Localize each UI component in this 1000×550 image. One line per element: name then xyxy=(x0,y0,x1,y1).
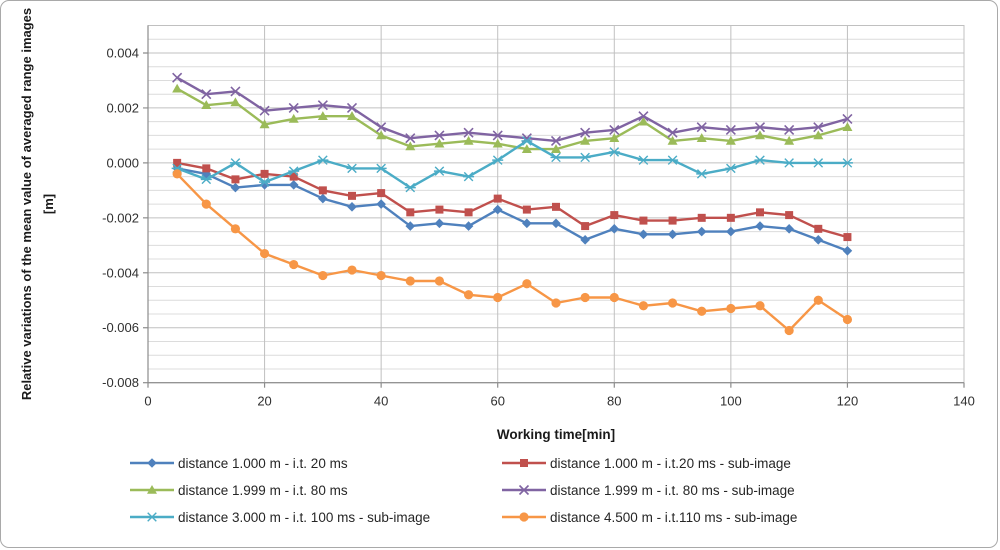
series-markers xyxy=(173,158,852,242)
legend: distance 1.000 m - i.t. 20 ms distance 1.… xyxy=(129,453,889,527)
legend-label: distance 3.000 m - i.t. 100 ms - sub-ima… xyxy=(178,509,431,525)
legend-marker-icon xyxy=(502,512,546,522)
legend-label: distance 1.999 m - i.t. 80 ms xyxy=(178,482,348,498)
series-markers xyxy=(172,72,853,146)
series-markers xyxy=(171,136,853,193)
x-tick-label: 20 xyxy=(257,394,271,409)
legend-marker-icon xyxy=(502,459,546,467)
series-line xyxy=(176,139,848,189)
series-line xyxy=(176,167,848,252)
y-tick-label: 0.002 xyxy=(106,100,139,115)
x-tick-label: 0 xyxy=(144,394,151,409)
y-tick-label: -0.008 xyxy=(102,375,139,390)
axes: 0.004 0.002 0.000 -0.002 -0.004 -0.006 -0.008 0… xyxy=(102,25,975,409)
legend-marker-icon xyxy=(130,458,174,468)
legend-item: distance 1.999 m - i.t. 80 ms xyxy=(129,480,497,500)
plot-area: 0.004 0.002 0.000 -0.002 -0.004 -0.006 -0.008 0… xyxy=(102,25,975,409)
series-markers xyxy=(172,169,853,336)
legend-item: distance 1.000 m - i.t.20 ms - sub-image xyxy=(501,453,889,473)
legend-item: distance 1.000 m - i.t. 20 ms xyxy=(129,453,497,473)
legend-item: distance 1.999 m - i.t. 80 ms - sub-imag… xyxy=(501,480,889,500)
legend-marker-icon xyxy=(130,485,174,494)
x-tick-label: 40 xyxy=(374,394,388,409)
series-2 xyxy=(173,158,852,242)
x-tick-label: 80 xyxy=(607,394,621,409)
y-tick-label: -0.006 xyxy=(102,320,139,335)
legend-marker-icon xyxy=(130,512,174,522)
series-line xyxy=(176,173,849,332)
series-line xyxy=(176,76,848,143)
legend-marker-icon xyxy=(502,484,546,496)
legend-label: distance 1.000 m - i.t. 20 ms xyxy=(178,455,348,471)
y-tick-label: -0.004 xyxy=(102,265,139,280)
x-axis-title: Working time[min] xyxy=(496,427,616,442)
series-5 xyxy=(171,136,853,193)
y-tick-label: 0.004 xyxy=(106,45,139,60)
legend-item: distance 4.500 m - i.t.110 ms - sub-imag… xyxy=(501,507,889,527)
x-tick-label: 140 xyxy=(953,394,975,409)
x-tick-label: 60 xyxy=(490,394,504,409)
series-4 xyxy=(172,72,853,146)
y-tick-label: -0.002 xyxy=(102,210,139,225)
legend-label: distance 1.999 m - i.t. 80 ms - sub-imag… xyxy=(550,482,795,498)
series-line xyxy=(176,161,848,239)
legend-label: distance 4.500 m - i.t.110 ms - sub-imag… xyxy=(550,509,798,525)
y-tick-label: 0.000 xyxy=(106,155,139,170)
x-tick-label: 120 xyxy=(837,394,859,409)
series-3 xyxy=(172,83,853,153)
legend-label: distance 1.000 m - i.t.20 ms - sub-image xyxy=(550,455,791,471)
x-tick-label: 100 xyxy=(720,394,742,409)
series-6 xyxy=(172,169,853,336)
series-markers xyxy=(172,83,853,153)
series-line xyxy=(176,87,848,151)
legend-item: distance 3.000 m - i.t. 100 ms - sub-ima… xyxy=(129,507,497,527)
